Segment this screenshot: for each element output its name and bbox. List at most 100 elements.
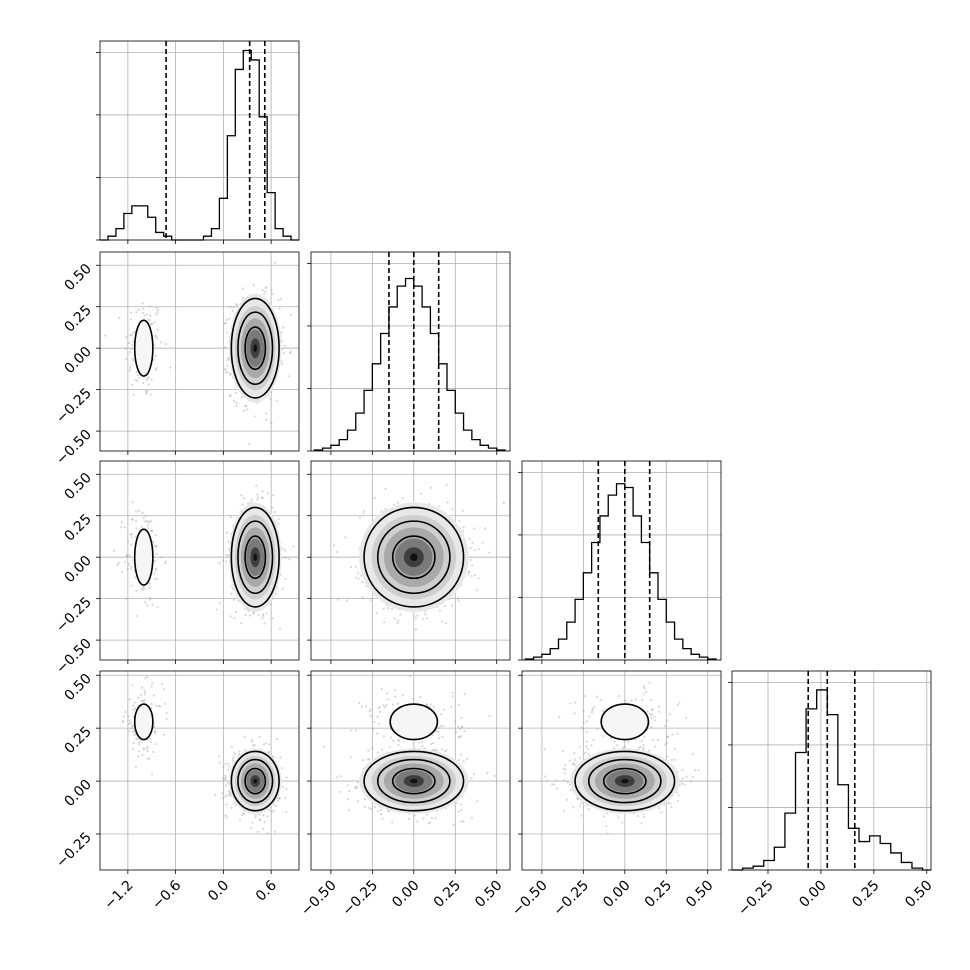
sample-point <box>671 733 674 736</box>
sample-point <box>124 710 127 713</box>
sample-point <box>280 556 284 559</box>
sample-point <box>582 710 585 713</box>
sample-point <box>133 701 136 704</box>
sample-point <box>435 748 438 752</box>
sample-point <box>438 609 441 612</box>
sample-point <box>388 745 391 748</box>
sample-point <box>271 506 274 509</box>
sample-point <box>160 556 163 559</box>
sample-point <box>432 705 435 709</box>
sample-point <box>387 810 390 813</box>
sample-point <box>271 292 274 295</box>
sample-point <box>337 598 340 601</box>
sample-point <box>666 735 669 739</box>
sample-point <box>419 696 422 699</box>
sample-point <box>460 808 463 812</box>
sample-point <box>289 350 293 353</box>
sample-point <box>580 726 583 729</box>
sample-point <box>256 830 259 833</box>
density-panel-1-2 <box>100 252 299 451</box>
sample-point <box>233 598 236 601</box>
sample-point <box>229 305 232 309</box>
sample-point <box>463 730 466 733</box>
sample-point <box>585 731 588 734</box>
sample-point <box>231 587 234 590</box>
sample-point <box>670 806 673 809</box>
sample-point <box>473 574 476 577</box>
sample-point <box>621 821 624 824</box>
sample-point <box>143 698 146 701</box>
sample-point <box>354 729 357 732</box>
sample-point <box>142 311 145 315</box>
sample-point <box>231 757 235 760</box>
sample-point <box>143 689 146 692</box>
sample-point <box>229 615 232 618</box>
sample-point <box>150 529 154 532</box>
density-panel-2-4 <box>311 671 510 870</box>
sample-point <box>142 381 145 385</box>
sample-point <box>250 740 253 743</box>
sample-point <box>442 708 445 711</box>
sample-point <box>451 691 454 694</box>
sample-point <box>231 309 234 312</box>
sample-point <box>148 319 151 322</box>
sample-point <box>121 720 125 724</box>
sample-point <box>668 713 671 716</box>
sample-point <box>125 554 128 558</box>
sample-point <box>381 817 384 820</box>
sample-point <box>369 598 372 602</box>
sample-point <box>460 753 463 756</box>
sample-point <box>116 563 119 567</box>
sample-point <box>262 614 265 618</box>
sample-point <box>265 412 268 415</box>
sample-point <box>460 820 463 823</box>
sample-point <box>380 809 383 812</box>
sample-point <box>229 794 232 798</box>
sample-point <box>146 746 150 749</box>
sample-point <box>463 693 466 696</box>
sample-point <box>261 496 264 499</box>
sample-point <box>588 715 591 718</box>
sample-point <box>288 351 292 355</box>
sample-point <box>425 703 429 707</box>
sample-point <box>430 816 434 820</box>
sample-point <box>137 696 140 699</box>
sample-point <box>457 599 460 603</box>
sample-point <box>470 575 473 578</box>
sample-point <box>355 787 358 790</box>
sample-point <box>664 724 667 728</box>
sample-point <box>457 759 460 762</box>
density-shade <box>253 344 258 352</box>
sample-point <box>229 395 232 398</box>
sample-point <box>424 610 427 613</box>
sample-point <box>267 750 270 754</box>
sample-point <box>421 744 424 748</box>
sample-point <box>416 820 419 823</box>
sample-point <box>154 368 157 372</box>
sample-point <box>136 379 139 382</box>
sample-point <box>277 522 280 525</box>
sample-point <box>130 334 133 337</box>
sample-point <box>141 753 144 757</box>
sample-point <box>355 785 358 788</box>
sample-point <box>650 716 653 719</box>
sample-point <box>467 571 470 574</box>
sample-point <box>414 628 418 631</box>
sample-point <box>261 496 264 499</box>
sample-point <box>369 708 372 711</box>
sample-point <box>218 755 221 758</box>
sample-point <box>224 371 228 374</box>
sample-point <box>125 554 129 557</box>
sample-point <box>146 757 149 760</box>
sample-point <box>225 816 228 819</box>
sample-point <box>164 560 167 563</box>
sample-point <box>616 744 619 747</box>
sample-point <box>651 708 654 712</box>
sample-point <box>685 716 688 719</box>
sample-point <box>146 750 149 753</box>
sample-point <box>270 810 273 813</box>
sample-point <box>238 750 241 753</box>
sample-point <box>131 501 134 504</box>
sample-point <box>394 695 397 698</box>
sample-point <box>651 739 654 742</box>
